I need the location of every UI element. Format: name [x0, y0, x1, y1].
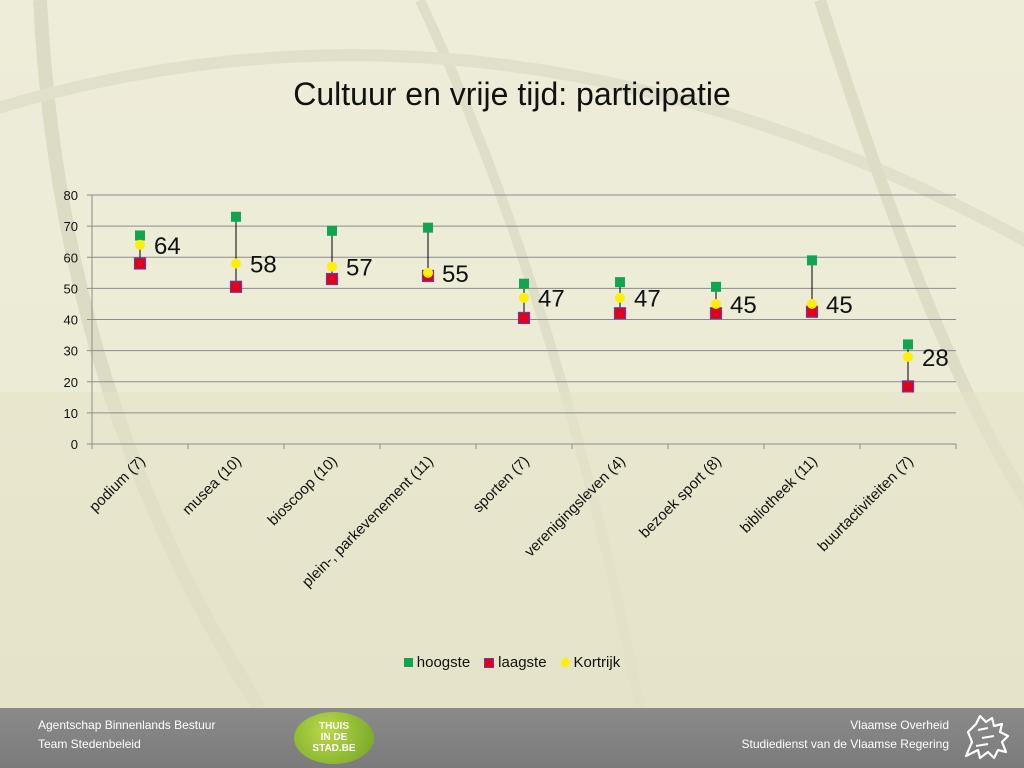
marker-kortrijk — [711, 298, 721, 309]
x-category-label: podium (7) — [86, 453, 149, 516]
marker-laagste — [325, 272, 339, 286]
flemish-lion-icon — [964, 714, 1010, 760]
marker-kortrijk — [135, 239, 145, 250]
logo-text-3: STAD.BE — [312, 743, 356, 754]
footer-agency: Agentschap Binnenlands Bestuur — [38, 718, 216, 732]
y-tick-label: 0 — [71, 437, 78, 452]
data-label: 55 — [442, 261, 469, 288]
legend-item-laagste: laagste — [484, 654, 547, 671]
marker-laagste — [133, 257, 147, 270]
y-tick-label: 60 — [64, 250, 78, 265]
footer-right: Vlaamse Overheid Studiedienst van de Vla… — [742, 716, 949, 754]
footer-left: Agentschap Binnenlands Bestuur Team Sted… — [38, 716, 215, 754]
data-label: 57 — [346, 255, 373, 282]
legend-label-kortrijk: Kortrijk — [573, 654, 621, 671]
y-tick-label: 40 — [64, 313, 78, 328]
marker-laagste — [901, 380, 915, 393]
marker-laagste — [517, 311, 531, 325]
y-tick-label: 30 — [64, 344, 78, 359]
slide-background: Cultuur en vrije tijd: participatie — [0, 0, 1024, 708]
marker-hoogste — [711, 281, 721, 292]
marker-kortrijk — [327, 261, 337, 272]
legend-swatch-kortrijk — [560, 658, 570, 667]
x-category-label: sporten (7) — [470, 453, 533, 516]
chart-title: Cultuur en vrije tijd: participatie — [293, 76, 731, 112]
chart: 0 10 20 30 40 50 60 70 80 podium (7) musea (10) bi… — [64, 188, 957, 591]
data-label: 45 — [730, 292, 757, 319]
marker-laagste — [613, 307, 627, 320]
marker-hoogste — [807, 255, 817, 266]
x-axis-categories: podium (7) musea (10) bioscoop (10)plein-,… — [86, 453, 917, 591]
y-tick-label: 20 — [64, 375, 78, 390]
marker-kortrijk — [903, 351, 913, 362]
footer-team: Team Stedenbeleid — [38, 737, 141, 751]
marker-hoogste — [519, 278, 529, 289]
data-label: 58 — [250, 251, 277, 278]
marker-kortrijk — [807, 298, 817, 309]
marker-hoogste — [231, 211, 241, 222]
marker-hoogste — [135, 230, 145, 241]
marker-hoogste — [423, 222, 433, 233]
marker-kortrijk — [519, 292, 529, 303]
footer: Agentschap Binnenlands Bestuur Team Sted… — [0, 708, 1024, 768]
legend-swatch-laagste — [484, 657, 495, 668]
x-category-label: bibliotheek (11) — [737, 453, 821, 537]
x-category-label: buurtactiviteiten (7) — [815, 453, 917, 555]
logo-text-1: THUIS — [319, 721, 349, 732]
marker-kortrijk — [615, 292, 625, 303]
x-category-label: bioscoop (10) — [265, 453, 341, 529]
data-label: 28 — [922, 345, 949, 372]
marker-laagste — [229, 280, 243, 293]
marker-kortrijk — [423, 267, 433, 278]
data-label: 64 — [154, 233, 181, 260]
footer-service: Studiedienst van de Vlaamse Regering — [741, 737, 949, 751]
y-axis-ticks: 0 10 20 30 40 50 60 70 80 — [64, 188, 78, 452]
y-tick-label: 70 — [64, 219, 78, 234]
marker-hoogste — [327, 225, 337, 236]
chart-marks: 64 58 57 55 47 47 45 45 28 — [133, 211, 949, 393]
data-label: 47 — [538, 286, 565, 313]
legend-item-kortrijk: Kortrijk — [560, 654, 621, 671]
background-decoration — [0, 0, 1024, 708]
legend-label-laagste: laagste — [498, 654, 547, 671]
marker-hoogste — [903, 339, 913, 350]
marker-laagste — [709, 307, 723, 320]
marker-hoogste — [615, 277, 625, 288]
legend-item-hoogste: hoogste — [403, 654, 471, 671]
y-tick-label: 10 — [64, 406, 78, 421]
x-category-label: musea (10) — [179, 453, 245, 519]
x-category-label: verenigingsleven (4) — [521, 453, 629, 561]
data-label: 47 — [634, 286, 661, 313]
thuis-in-de-stad-logo[interactable]: THUIS IN DE STAD.BE — [294, 712, 374, 764]
legend: hoogste laagste Kortrijk — [0, 654, 1024, 671]
logo-text-2: IN DE — [320, 732, 348, 743]
data-label: 45 — [826, 292, 853, 319]
y-tick-label: 50 — [64, 281, 78, 296]
footer-government: Vlaamse Overheid — [850, 718, 949, 732]
legend-swatch-hoogste — [403, 658, 413, 667]
y-tick-label: 80 — [64, 188, 78, 203]
marker-kortrijk — [231, 258, 241, 269]
legend-label-hoogste: hoogste — [416, 654, 471, 671]
x-category-label: bezoek sport (8) — [636, 453, 725, 542]
